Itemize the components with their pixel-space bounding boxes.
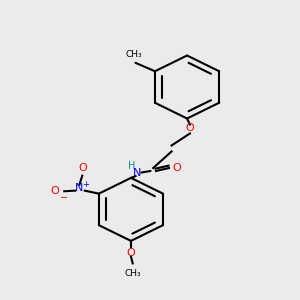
Text: O: O — [172, 163, 181, 173]
Text: N: N — [133, 167, 141, 178]
Text: +: + — [82, 179, 89, 189]
Text: O: O — [51, 186, 59, 196]
Text: O: O — [185, 123, 194, 133]
Text: O: O — [78, 164, 87, 173]
Text: CH₃: CH₃ — [125, 50, 142, 59]
Text: CH₃: CH₃ — [124, 268, 141, 278]
Text: N: N — [75, 183, 84, 193]
Text: O: O — [127, 248, 135, 258]
Text: H: H — [128, 161, 135, 171]
Text: −: − — [59, 193, 68, 203]
